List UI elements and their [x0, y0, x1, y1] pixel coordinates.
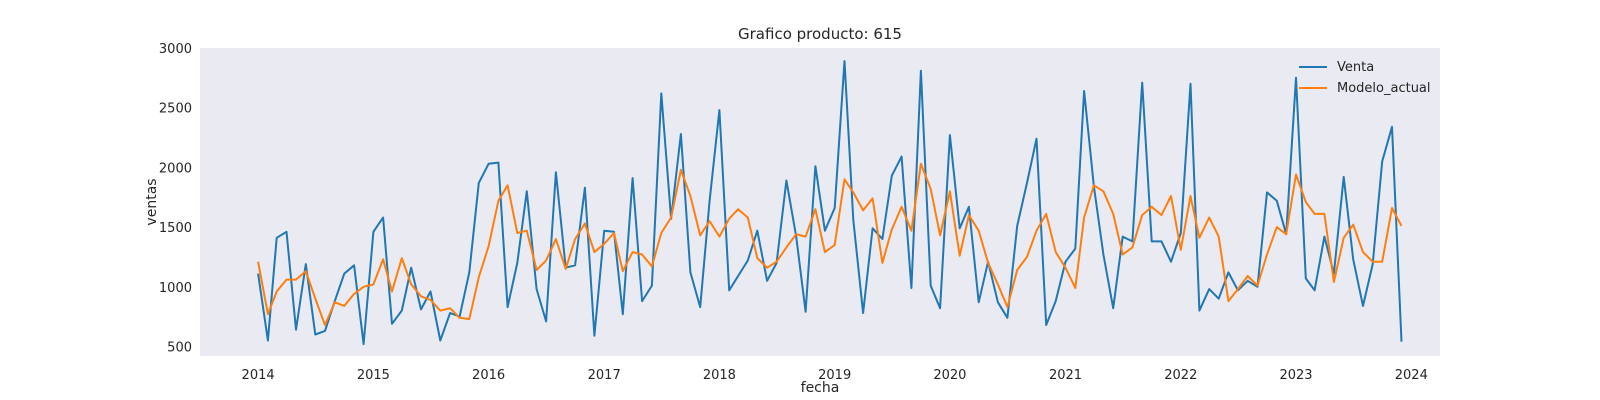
legend: Venta Modelo_actual [1299, 60, 1431, 96]
y-tick-label: 1500 [159, 221, 192, 236]
y-tick-label: 3000 [159, 42, 192, 57]
series-layer [257, 60, 1403, 346]
x-tick-label: 2015 [357, 368, 390, 383]
legend-label-venta: Venta [1337, 60, 1374, 75]
x-tick-label: 2020 [933, 368, 966, 383]
series-line-venta [257, 60, 1403, 346]
y-axis-ticks: 500 1000 1500 2000 2500 3000 [159, 42, 192, 355]
x-tick-label: 2024 [1395, 368, 1428, 383]
x-tick-label: 2016 [472, 368, 505, 383]
y-tick-label: 2000 [159, 161, 192, 176]
y-axis-label: ventas [144, 178, 160, 225]
legend-label-modelo-actual: Modelo_actual [1337, 81, 1431, 96]
x-axis-label: fecha [801, 380, 840, 396]
series-line-modelo-actual [257, 162, 1403, 326]
y-tick-label: 500 [167, 340, 192, 355]
x-tick-label: 2017 [588, 368, 621, 383]
x-tick-label: 2023 [1279, 368, 1312, 383]
chart-title: Grafico producto: 615 [738, 25, 902, 43]
x-tick-label: 2022 [1164, 368, 1197, 383]
x-tick-label: 2018 [703, 368, 736, 383]
x-tick-label: 2019 [818, 368, 851, 383]
x-tick-label: 2014 [242, 368, 275, 383]
y-tick-label: 1000 [159, 281, 192, 296]
x-axis-ticks: 2014 2015 2016 2017 2018 2019 2020 2021 2022 2023… [242, 368, 1428, 383]
x-tick-label: 2021 [1049, 368, 1082, 383]
y-tick-label: 2500 [159, 102, 192, 117]
